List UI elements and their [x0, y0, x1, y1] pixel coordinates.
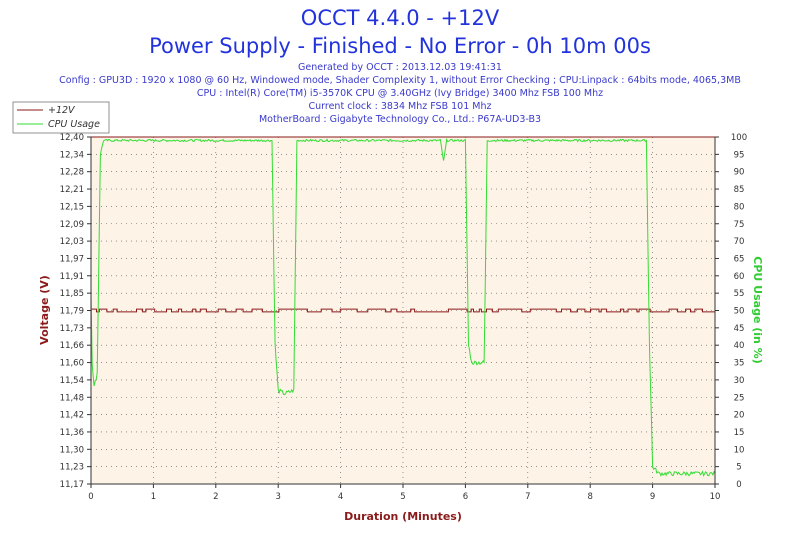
y-tick-label: 12,09 [60, 220, 84, 230]
y-tick-label: 11,23 [60, 463, 84, 473]
y2-tick-label: 95 [734, 150, 745, 160]
y-tick-label: 11,97 [60, 254, 84, 264]
y-tick-label: 11,30 [60, 445, 84, 455]
chart-subtitle: Power Supply - Finished - No Error - 0h … [149, 34, 651, 58]
chart-title: OCCT 4.4.0 - +12V [300, 6, 500, 30]
y2-tick-label: 5 [736, 463, 741, 473]
y-tick-label: 11,54 [60, 376, 84, 386]
y-tick-label: 11,17 [60, 480, 84, 490]
y2-tick-label: 25 [734, 393, 745, 403]
y-tick-label: 11,48 [60, 393, 84, 403]
y-tick-label: 11,73 [60, 324, 84, 334]
legend-label-cpu: CPU Usage [48, 119, 100, 130]
y2-tick-label: 35 [734, 359, 745, 369]
y-tick-label: 11,42 [60, 411, 84, 421]
y2-tick-label: 20 [734, 411, 745, 421]
cpu-info: CPU : Intel(R) Core(TM) i5-3570K CPU @ 3… [196, 88, 604, 99]
config-info: Config : GPU3D : 1920 x 1080 @ 60 Hz, Wi… [59, 75, 741, 86]
x-axis-label: Duration (Minutes) [344, 510, 462, 523]
legend-box [12, 101, 110, 134]
x-tick-label: 2 [213, 492, 218, 502]
clock-info: Current clock : 3834 Mhz FSB 101 Mhz [308, 101, 492, 112]
generated-info: Generated by OCCT : 2013.12.03 19:41:31 [298, 62, 502, 73]
x-tick-label: 9 [650, 492, 655, 502]
y-tick-label: 12,34 [60, 150, 84, 160]
y-tick-label: 12,03 [60, 237, 84, 247]
x-tick-label: 7 [525, 492, 530, 502]
y2-tick-label: 15 [734, 428, 745, 438]
y2-tick-label: 10 [734, 445, 745, 455]
y-tick-label: 12,15 [60, 202, 84, 212]
y-tick-label: 12,28 [60, 168, 84, 178]
y-tick-label: 11,36 [60, 428, 84, 438]
legend-label-voltage: +12V [48, 105, 76, 116]
y2-tick-label: 65 [734, 254, 745, 264]
y-tick-label: 11,79 [60, 307, 84, 317]
y-axis-label: Voltage (V) [38, 275, 51, 345]
x-tick-label: 6 [463, 492, 468, 502]
y2-tick-label: 60 [734, 272, 745, 282]
y2-tick-label: 40 [734, 341, 745, 351]
y2-tick-label: 85 [734, 185, 745, 195]
y-tick-label: 11,85 [60, 289, 84, 299]
y2-tick-label: 90 [734, 168, 745, 178]
y2-tick-label: 70 [734, 237, 745, 247]
series-cpu-usage-line [90, 137, 716, 477]
y-tick-label: 11,60 [60, 359, 84, 369]
legend: +12V CPU Usage [12, 101, 110, 134]
x-tick-label: 4 [338, 492, 343, 502]
y2-axis-label: CPU Usage (in %) [751, 256, 764, 363]
x-tick-label: 0 [88, 492, 93, 502]
y2-tick-label: 0 [736, 480, 741, 490]
y-tick-label: 11,66 [60, 341, 84, 351]
y2-tick-label: 45 [734, 324, 745, 334]
x-tick-label: 1 [151, 492, 156, 502]
x-tick-label: 3 [275, 492, 280, 502]
y-tick-label: 11,91 [60, 272, 84, 282]
y-tick-label: 12,21 [60, 185, 84, 195]
y2-tick-label: 75 [734, 220, 745, 230]
series-voltage-line [90, 308, 715, 313]
y2-tick-label: 55 [734, 289, 745, 299]
grid-lines [91, 137, 715, 484]
x-tick-label: 8 [587, 492, 592, 502]
y2-tick-label: 30 [734, 376, 745, 386]
y2-tick-label: 50 [734, 307, 745, 317]
series-layer [90, 137, 716, 477]
x-tick-label: 5 [400, 492, 405, 502]
x-tick-label: 10 [710, 492, 721, 502]
y-tick-label: 12,40 [60, 133, 84, 143]
y2-tick-label: 100 [731, 133, 747, 143]
y2-tick-label: 80 [734, 202, 745, 212]
motherboard-info: MotherBoard : Gigabyte Technology Co., L… [258, 114, 542, 125]
